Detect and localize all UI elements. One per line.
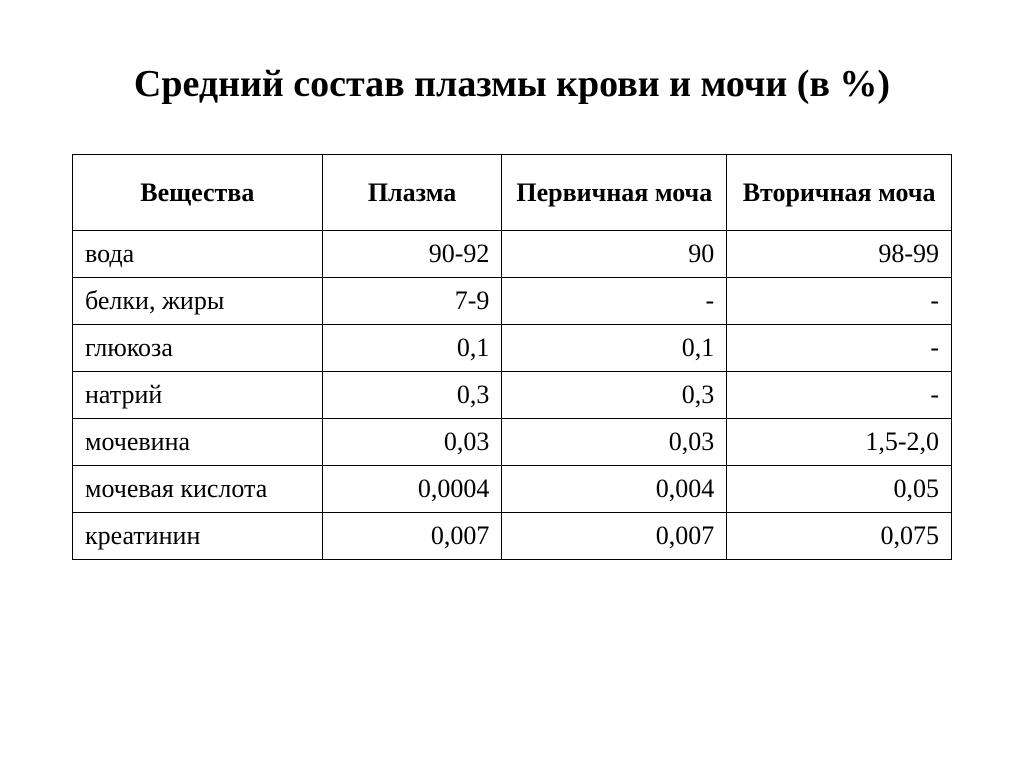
- cell-plasma: 0,1: [322, 325, 502, 372]
- cell-substance: белки, жиры: [73, 278, 323, 325]
- cell-plasma: 90-92: [322, 231, 502, 278]
- cell-plasma: 7-9: [322, 278, 502, 325]
- cell-substance: глюкоза: [73, 325, 323, 372]
- table-row: белки, жиры 7-9 - -: [73, 278, 952, 325]
- table-row: натрий 0,3 0,3 -: [73, 372, 952, 419]
- cell-primary: 0,03: [502, 419, 727, 466]
- cell-secondary: -: [727, 325, 952, 372]
- cell-plasma: 0,007: [322, 513, 502, 560]
- cell-secondary: 0,05: [727, 466, 952, 513]
- col-header-secondary-urine: Вторичная моча: [727, 155, 952, 231]
- table-header-row: Вещества Плазма Первичная моча Вторичная…: [73, 155, 952, 231]
- composition-table: Вещества Плазма Первичная моча Вторичная…: [72, 154, 952, 560]
- table-row: мочевая кислота 0,0004 0,004 0,05: [73, 466, 952, 513]
- cell-plasma: 0,0004: [322, 466, 502, 513]
- table-row: креатинин 0,007 0,007 0,075: [73, 513, 952, 560]
- cell-primary: 0,007: [502, 513, 727, 560]
- cell-primary: 0,3: [502, 372, 727, 419]
- col-header-substances: Вещества: [73, 155, 323, 231]
- cell-substance: мочевая кислота: [73, 466, 323, 513]
- cell-secondary: 98-99: [727, 231, 952, 278]
- table-row: вода 90-92 90 98-99: [73, 231, 952, 278]
- col-header-primary-urine: Первичная моча: [502, 155, 727, 231]
- cell-secondary: 0,075: [727, 513, 952, 560]
- cell-substance: вода: [73, 231, 323, 278]
- table-row: глюкоза 0,1 0,1 -: [73, 325, 952, 372]
- page-title: Средний состав плазмы крови и мочи (в %): [134, 60, 890, 109]
- cell-substance: креатинин: [73, 513, 323, 560]
- cell-secondary: -: [727, 372, 952, 419]
- cell-substance: натрий: [73, 372, 323, 419]
- cell-primary: 0,1: [502, 325, 727, 372]
- cell-plasma: 0,3: [322, 372, 502, 419]
- cell-secondary: -: [727, 278, 952, 325]
- cell-substance: мочевина: [73, 419, 323, 466]
- cell-primary: 90: [502, 231, 727, 278]
- cell-secondary: 1,5-2,0: [727, 419, 952, 466]
- table-row: мочевина 0,03 0,03 1,5-2,0: [73, 419, 952, 466]
- cell-primary: 0,004: [502, 466, 727, 513]
- cell-plasma: 0,03: [322, 419, 502, 466]
- col-header-plasma: Плазма: [322, 155, 502, 231]
- cell-primary: -: [502, 278, 727, 325]
